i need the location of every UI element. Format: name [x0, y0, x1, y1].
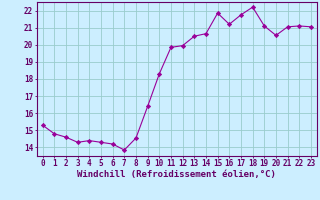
X-axis label: Windchill (Refroidissement éolien,°C): Windchill (Refroidissement éolien,°C) — [77, 170, 276, 179]
